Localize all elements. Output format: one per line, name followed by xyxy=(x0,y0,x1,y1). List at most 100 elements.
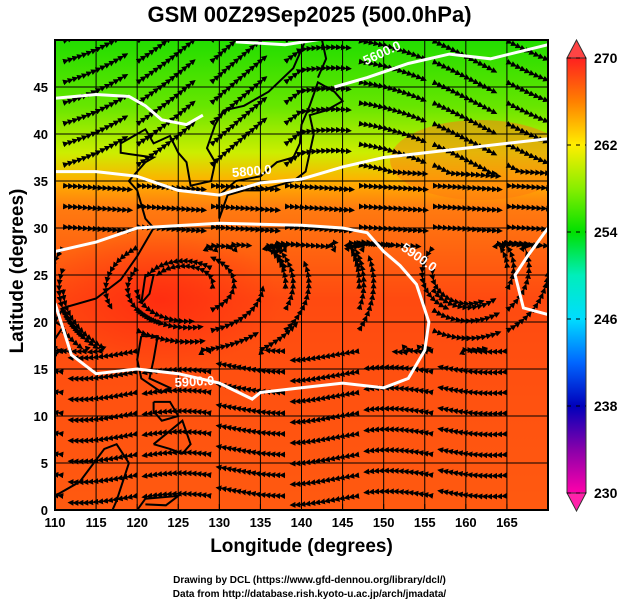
streamline xyxy=(363,405,434,417)
streamline xyxy=(506,203,548,213)
streamline xyxy=(55,421,64,437)
streamline xyxy=(283,40,352,44)
colorbar: 270 262 254 246 238 230 xyxy=(566,38,618,513)
streamline xyxy=(432,203,503,213)
streamline xyxy=(215,444,286,458)
streamline xyxy=(432,182,503,193)
warm-region xyxy=(55,230,280,370)
streamline xyxy=(505,40,548,70)
height-contour xyxy=(235,40,326,47)
streamline xyxy=(358,224,429,234)
streamline xyxy=(283,260,313,333)
streamline xyxy=(284,224,355,234)
contour-label: 5800.0 xyxy=(231,162,272,180)
coastline-japan xyxy=(218,80,345,219)
coastline-korea-china xyxy=(55,40,307,323)
streamline xyxy=(283,44,352,64)
streamline xyxy=(358,141,427,164)
x-tick-label: 135 xyxy=(250,515,272,530)
x-axis-label: Longitude (degrees) xyxy=(210,536,393,557)
x-tick-label: 120 xyxy=(126,515,148,530)
streamline xyxy=(289,451,360,467)
streamline xyxy=(498,240,548,250)
streamline xyxy=(55,463,64,479)
streamline xyxy=(209,40,268,64)
coastline-borneo xyxy=(55,442,130,510)
streamline xyxy=(358,40,427,61)
streamline xyxy=(284,182,355,193)
streamline xyxy=(283,106,352,126)
streamline xyxy=(215,361,286,375)
coastline-taiwan xyxy=(140,274,155,304)
coastline-luzon xyxy=(136,335,173,394)
streamline xyxy=(289,492,360,508)
y-tick-label: 30 xyxy=(34,221,48,236)
streamline xyxy=(67,410,138,424)
streamline xyxy=(55,401,64,417)
y-tick-label: 5 xyxy=(41,456,48,471)
streamline xyxy=(198,332,259,355)
streamline xyxy=(55,380,64,396)
colorbar-label: 238 xyxy=(594,398,618,414)
streamline xyxy=(210,285,266,334)
streamline xyxy=(363,467,434,479)
streamline xyxy=(437,385,508,397)
streamline xyxy=(437,364,508,376)
y-tick-label: 20 xyxy=(34,315,48,330)
height-contour xyxy=(513,227,548,316)
streamline xyxy=(358,161,429,177)
streamline xyxy=(358,79,427,102)
credit-drawing: Drawing by DCL (https://www.gfd-dennou.o… xyxy=(173,575,446,586)
streamline xyxy=(141,490,212,500)
x-tick-label: 165 xyxy=(496,515,518,530)
streamline xyxy=(67,492,138,506)
streamline xyxy=(506,224,548,234)
streamline xyxy=(141,387,212,397)
streamline xyxy=(55,483,64,499)
streamline xyxy=(284,203,355,213)
streamline xyxy=(505,270,548,334)
streamline xyxy=(283,147,352,168)
y-tick-label: 10 xyxy=(34,409,48,424)
streamline xyxy=(437,426,508,438)
streamline xyxy=(432,224,503,234)
streamline xyxy=(358,120,427,144)
colorbar-max-arrow xyxy=(566,38,587,59)
streamline xyxy=(289,368,360,384)
streamline xyxy=(67,430,138,444)
contour-label: 5900.0 xyxy=(174,373,214,390)
streamline xyxy=(358,100,427,123)
streamline xyxy=(363,446,434,458)
streamline xyxy=(141,469,212,479)
streamline xyxy=(289,389,360,405)
streamline xyxy=(358,182,429,193)
coastline-sakhalin xyxy=(316,40,328,78)
colorbar-label: 262 xyxy=(594,137,618,153)
colorbar-label: 230 xyxy=(594,485,618,501)
streamline xyxy=(55,442,64,458)
streamline xyxy=(283,64,352,85)
streamline xyxy=(437,405,508,417)
colorbar-label: 254 xyxy=(594,224,618,240)
x-tick-label: 110 xyxy=(45,515,66,530)
x-tick-label: 160 xyxy=(455,515,477,530)
colorbar-bar xyxy=(566,57,587,494)
y-tick-label: 15 xyxy=(34,362,48,377)
x-tick-label: 155 xyxy=(414,515,436,530)
colorbar-min-arrow xyxy=(566,492,587,513)
streamline xyxy=(358,203,429,213)
colorbar-label: 270 xyxy=(594,50,618,66)
y-tick-label: 45 xyxy=(34,80,48,95)
streamline xyxy=(289,410,360,426)
coastline-visayas xyxy=(152,400,180,422)
streamline xyxy=(67,389,138,403)
streamline xyxy=(62,203,134,213)
streamline xyxy=(437,447,508,459)
streamline xyxy=(209,40,268,44)
streamline xyxy=(62,182,134,193)
streamline xyxy=(363,488,434,499)
y-tick-label: 35 xyxy=(34,174,48,189)
height-contour xyxy=(55,137,548,197)
x-tick-label: 150 xyxy=(373,515,395,530)
streamline xyxy=(289,348,360,364)
